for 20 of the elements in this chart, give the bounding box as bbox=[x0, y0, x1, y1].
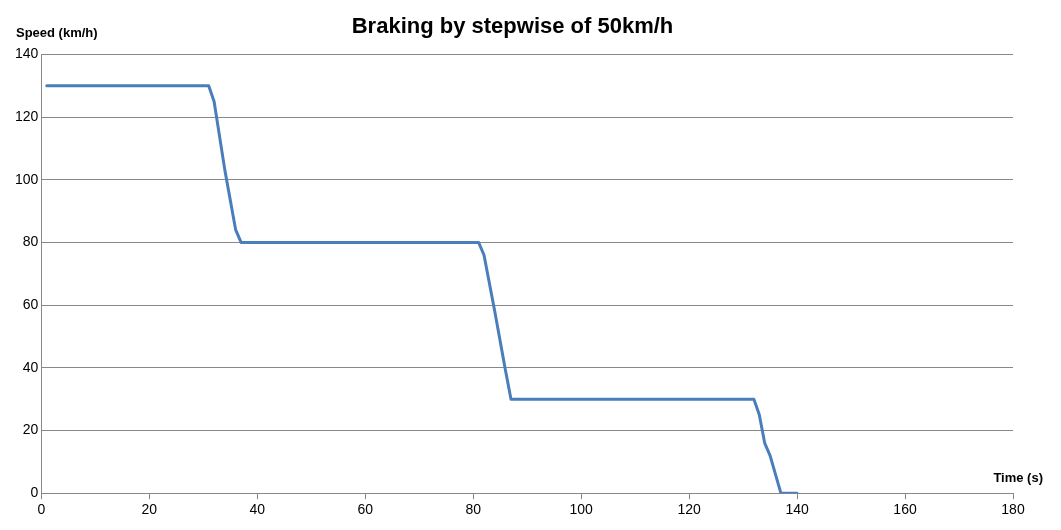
x-tick-label: 180 bbox=[1001, 501, 1025, 518]
y-tick-label: 20 bbox=[22, 421, 39, 438]
x-tick-label: 160 bbox=[893, 501, 917, 518]
y-tick-label: 60 bbox=[22, 296, 39, 312]
x-tick-label: 120 bbox=[677, 501, 702, 518]
x-tick-label: 100 bbox=[569, 501, 594, 518]
chart-title: Braking by stepwise of 50km/h bbox=[351, 13, 674, 39]
y-tick-label: 80 bbox=[22, 233, 39, 250]
x-tick-label: 80 bbox=[465, 501, 482, 518]
y-axis-title: Speed (km/h) bbox=[16, 25, 98, 41]
x-tick-label: 140 bbox=[785, 501, 809, 518]
y-tick-label: 100 bbox=[15, 170, 39, 187]
y-tick-label: 40 bbox=[22, 358, 39, 375]
x-axis-title: Time (s) bbox=[993, 470, 1043, 486]
x-tick-label: 40 bbox=[249, 501, 266, 518]
x-tick-label: 20 bbox=[141, 501, 158, 518]
y-tick-label: 0 bbox=[30, 484, 39, 501]
y-tick-label: 140 bbox=[15, 45, 39, 62]
y-tick-label: 120 bbox=[15, 107, 39, 124]
x-tick-label: 60 bbox=[357, 501, 374, 518]
